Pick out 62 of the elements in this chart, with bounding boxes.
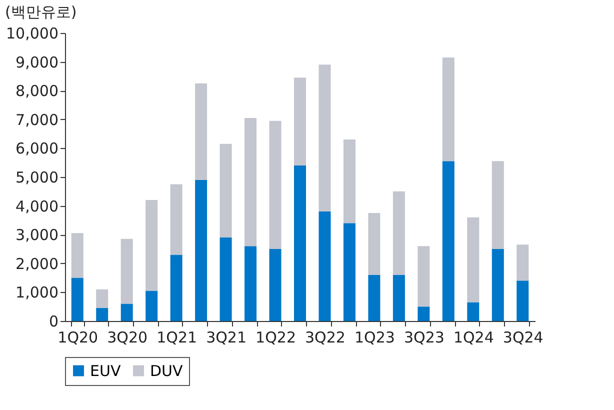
bar: [120, 238, 133, 304]
bar: [269, 249, 282, 321]
bar: [120, 304, 133, 321]
y-tick-label: 6,000: [16, 140, 58, 158]
x-tick-label: 1Q21: [156, 328, 198, 346]
bar: [244, 118, 257, 246]
y-tick-label: 1,000: [16, 284, 58, 302]
bar: [170, 184, 182, 255]
bar: [516, 244, 529, 281]
bar: [392, 191, 405, 275]
x-tick-label: 3Q22: [305, 328, 346, 346]
bar: [368, 213, 380, 275]
bar: [442, 57, 454, 162]
y-tick-label: 3,000: [16, 226, 58, 244]
bar: [195, 83, 208, 180]
y-tick-label: 0: [48, 312, 58, 330]
y-tick-label: 7,000: [16, 110, 58, 129]
x-tick-label: 3Q21: [206, 328, 247, 346]
x-tick-label: 3Q20: [107, 328, 148, 346]
bar: [170, 254, 182, 321]
bar: [467, 302, 480, 321]
x-tick-label: 1Q24: [453, 328, 494, 346]
bar: [96, 308, 108, 321]
y-tick-label: 10,000: [6, 24, 58, 42]
bar: [392, 274, 405, 321]
bar: [492, 161, 504, 249]
bar: [442, 161, 454, 321]
bar: [418, 306, 430, 321]
bar: [294, 165, 306, 321]
bar: [418, 246, 430, 307]
bar: [516, 280, 529, 321]
bar: [318, 212, 331, 321]
bar: [244, 246, 257, 321]
bar: [492, 249, 504, 321]
legend-label: DUV: [150, 362, 184, 380]
bar: [195, 180, 208, 321]
y-tick-label: 2,000: [16, 254, 58, 273]
x-tick-label: 3Q23: [404, 328, 444, 346]
x-tick-label: 1Q22: [256, 328, 296, 346]
bar: [318, 64, 331, 212]
bar: [146, 200, 158, 291]
y-tick-label: 4,000: [16, 197, 58, 216]
y-tick-label: 9,000: [16, 53, 58, 72]
bar: [96, 289, 108, 308]
bar: [269, 120, 282, 249]
bar: [71, 233, 84, 278]
bar: [467, 217, 480, 302]
legend-label: EUV: [90, 362, 122, 380]
bar: [146, 290, 158, 321]
y-tick-label: 5,000: [16, 168, 58, 186]
bar: [294, 78, 306, 166]
bar: [71, 278, 84, 321]
bar: [220, 144, 232, 238]
y-tick-label: 8,000: [16, 82, 58, 100]
bar: [343, 140, 356, 224]
x-tick-label: 1Q20: [58, 328, 98, 346]
bar: [220, 237, 232, 321]
x-tick-label: 1Q23: [354, 328, 395, 346]
bar: [368, 274, 380, 321]
y-axis-title: (백만유로): [5, 3, 77, 21]
x-tick-label: 3Q24: [502, 328, 544, 346]
bar: [343, 223, 356, 321]
